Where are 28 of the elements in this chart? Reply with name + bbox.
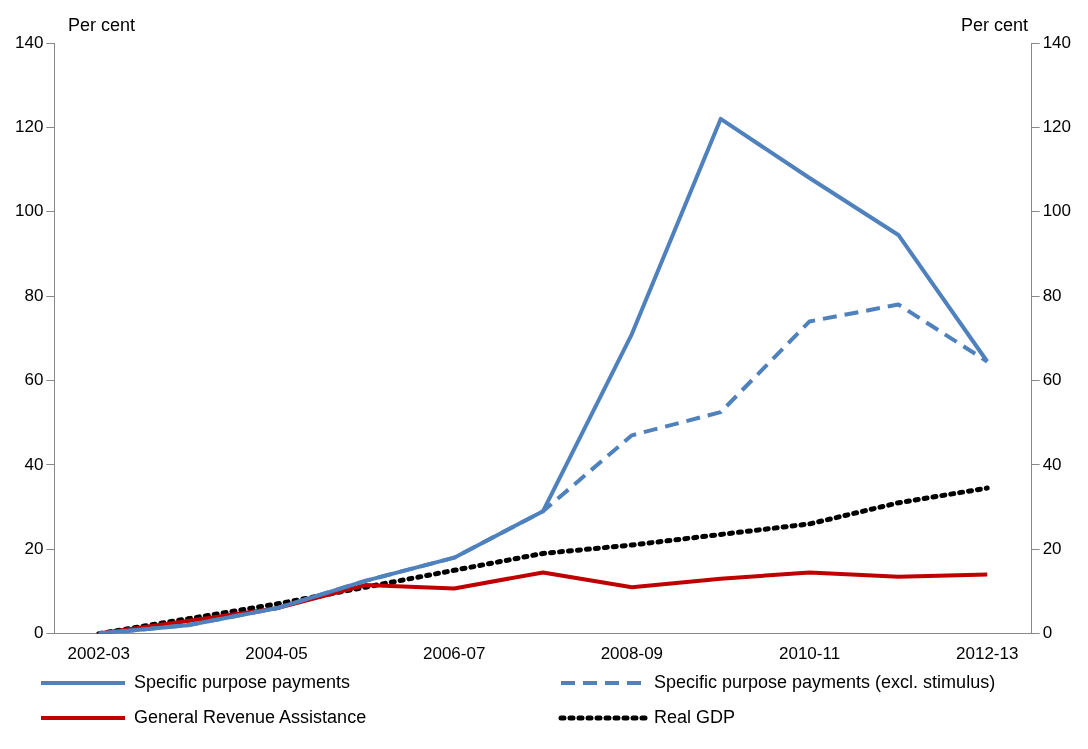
y-tick-label: 140 bbox=[14, 32, 44, 52]
legend-label: Specific purpose payments bbox=[134, 672, 351, 693]
x-tick-label: 2010-11 bbox=[778, 644, 841, 664]
x-tick-label: 2006-07 bbox=[422, 644, 486, 664]
y-tick-label: 60 bbox=[24, 370, 44, 390]
y-tick-label: 40 bbox=[24, 454, 44, 474]
y-tick-label: 120 bbox=[14, 117, 44, 137]
x-tick-label: 2008-09 bbox=[600, 644, 664, 664]
y-tick-label: 100 bbox=[14, 201, 44, 221]
y2-tick-label: 80 bbox=[1042, 285, 1062, 305]
y2-tick-label: 120 bbox=[1042, 117, 1072, 137]
y2-tick-label: 20 bbox=[1042, 538, 1062, 558]
y2-axis-title: Per cent bbox=[960, 15, 1028, 35]
x-tick-label: 2002-03 bbox=[67, 644, 130, 664]
y2-tick-label: 60 bbox=[1042, 370, 1062, 390]
x-tick-label: 2004-05 bbox=[245, 644, 308, 664]
y-tick-label: 80 bbox=[24, 285, 44, 305]
y-tick-label: 20 bbox=[24, 538, 44, 558]
y-tick-label: 0 bbox=[33, 623, 44, 643]
legend-label: General Revenue Assistance bbox=[134, 707, 367, 728]
y2-tick-label: 100 bbox=[1042, 201, 1072, 221]
legend-label: Real GDP bbox=[654, 707, 736, 728]
y2-tick-label: 40 bbox=[1042, 454, 1062, 474]
y2-tick-label: 0 bbox=[1042, 623, 1053, 643]
y-axis-title: Per cent bbox=[68, 15, 136, 35]
y2-tick-label: 140 bbox=[1042, 32, 1072, 52]
legend-label: Specific purpose payments (excl. stimulus) bbox=[654, 672, 996, 693]
x-tick-label: 2012-13 bbox=[956, 644, 1019, 664]
